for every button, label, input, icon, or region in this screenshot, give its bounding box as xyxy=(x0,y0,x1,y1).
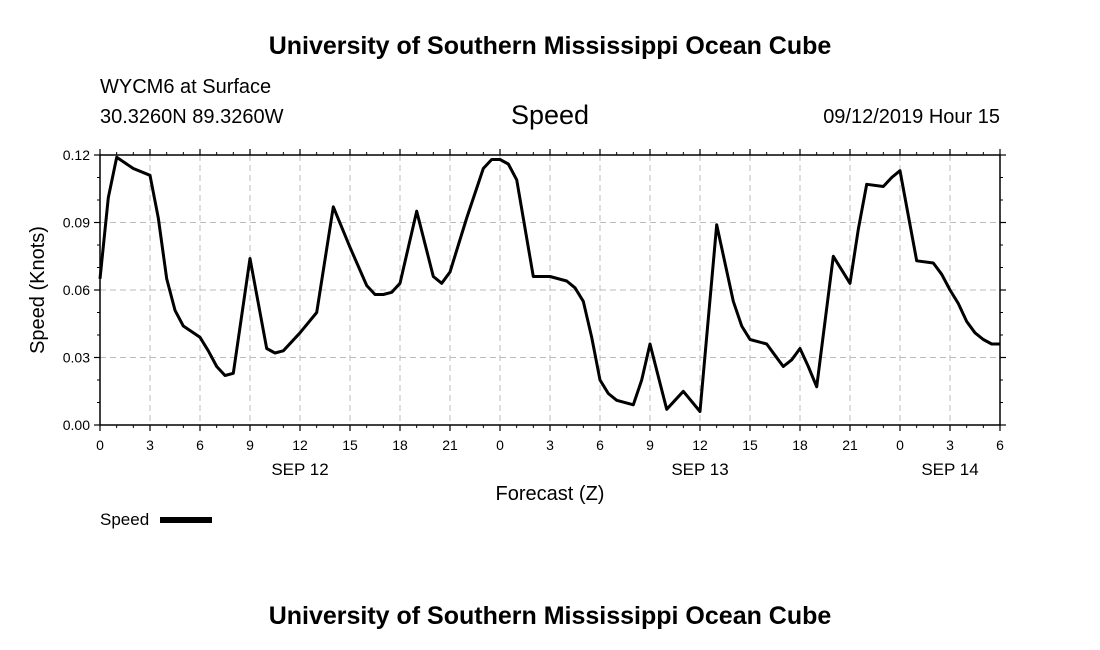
y-tick-labels: 0.00 0.03 0.06 0.09 0.12 xyxy=(63,147,90,433)
x-tick-label: 21 xyxy=(442,437,458,453)
y-tick-label: 0.12 xyxy=(63,147,90,163)
x-tick-label: 9 xyxy=(646,437,654,453)
x-tick-label: 21 xyxy=(842,437,858,453)
x-tick-label: 3 xyxy=(946,437,954,453)
y-tick-label: 0.09 xyxy=(63,215,90,231)
date-label: SEP 13 xyxy=(671,460,728,479)
x-tick-label: 6 xyxy=(196,437,204,453)
x-tick-label: 0 xyxy=(496,437,504,453)
y-axis-label: Speed (Knots) xyxy=(27,226,49,354)
page-title: University of Southern Mississippi Ocean… xyxy=(268,32,832,60)
date-label: SEP 12 xyxy=(271,460,328,479)
series-line-speed xyxy=(98,155,1000,413)
y-tick-label: 0.03 xyxy=(63,350,90,366)
x-tick-label: 18 xyxy=(792,437,808,453)
x-axis-label: Forecast (Z) xyxy=(496,483,605,505)
legend-label: Speed xyxy=(100,510,149,529)
date-label: SEP 14 xyxy=(921,460,978,479)
x-tick-label: 3 xyxy=(146,437,154,453)
legend-swatch-speed xyxy=(160,517,212,523)
x-tick-label: 15 xyxy=(742,437,758,453)
x-tick-label: 0 xyxy=(896,437,904,453)
y-tick-label: 0.06 xyxy=(63,282,90,298)
x-tick-labels: 0 3 6 9 12 15 18 21 0 3 6 9 12 15 18 21 0 3 6 xyxy=(96,437,1004,453)
plot-frame xyxy=(99,154,1001,426)
coordinates-label: 30.3260N 89.3260W xyxy=(100,106,284,128)
x-tick-label: 9 xyxy=(246,437,254,453)
x-tick-label: 18 xyxy=(392,437,408,453)
x-tick-label: 0 xyxy=(96,437,104,453)
footer-title: University of Southern Mississippi Ocean… xyxy=(268,602,832,630)
x-tick-label: 12 xyxy=(692,437,708,453)
x-tick-label: 6 xyxy=(596,437,604,453)
chart-title: Speed xyxy=(510,100,590,130)
grid-lines xyxy=(100,155,1000,425)
date-labels: SEP 12 SEP 13 SEP 14 xyxy=(271,460,978,479)
x-tick-label: 15 xyxy=(342,437,358,453)
y-tick-label: 0.00 xyxy=(63,417,90,433)
station-label: WYCM6 at Surface xyxy=(100,76,272,98)
x-tick-label: 3 xyxy=(546,437,554,453)
x-tick-label: 6 xyxy=(996,437,1004,453)
x-tick-label: 12 xyxy=(292,437,308,453)
datetime-label: 09/12/2019 Hour 15 xyxy=(823,106,1000,128)
